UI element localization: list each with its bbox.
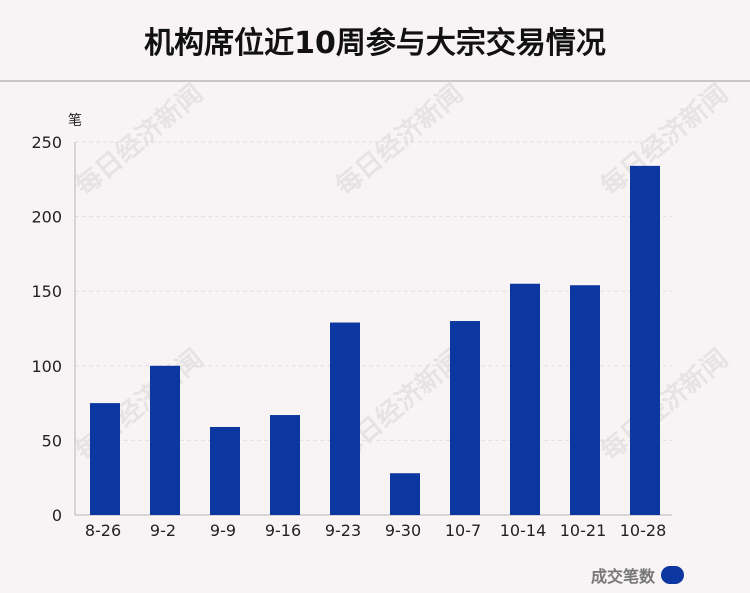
bar <box>450 321 480 515</box>
x-tick-label: 10-28 <box>620 521 667 540</box>
y-axis-unit-label: 笔 <box>68 113 82 129</box>
bar <box>270 415 300 515</box>
legend-label: 成交笔数 <box>590 567 655 586</box>
x-tick-label: 9-30 <box>385 521 421 540</box>
bar <box>570 285 600 515</box>
bar <box>330 322 360 515</box>
title-divider <box>0 80 750 82</box>
chart-title: 机构席位近10周参与大宗交易情况 <box>144 26 606 61</box>
bar <box>630 165 660 515</box>
y-tick-label: 100 <box>31 357 62 376</box>
x-tick-label: 10-21 <box>560 521 607 540</box>
x-tick-label: 9-9 <box>210 521 236 540</box>
y-tick-label: 0 <box>52 506 62 525</box>
x-tick-label: 9-2 <box>150 521 176 540</box>
x-tick-label: 9-16 <box>265 521 301 540</box>
x-tick-label: 9-23 <box>325 521 361 540</box>
y-tick-label: 250 <box>31 133 62 152</box>
bar <box>150 365 180 515</box>
bar <box>90 403 120 515</box>
legend-swatch <box>661 566 684 584</box>
legend: 成交笔数 <box>591 563 684 587</box>
y-tick-label: 150 <box>31 282 62 301</box>
y-tick-label: 200 <box>31 208 62 227</box>
bar <box>390 473 420 515</box>
x-tick-label: 8-26 <box>85 521 121 540</box>
bar <box>210 426 240 515</box>
bar <box>510 283 540 515</box>
x-tick-label: 10-7 <box>445 521 481 540</box>
x-tick-label: 10-14 <box>500 521 547 540</box>
y-tick-label: 50 <box>42 431 62 450</box>
